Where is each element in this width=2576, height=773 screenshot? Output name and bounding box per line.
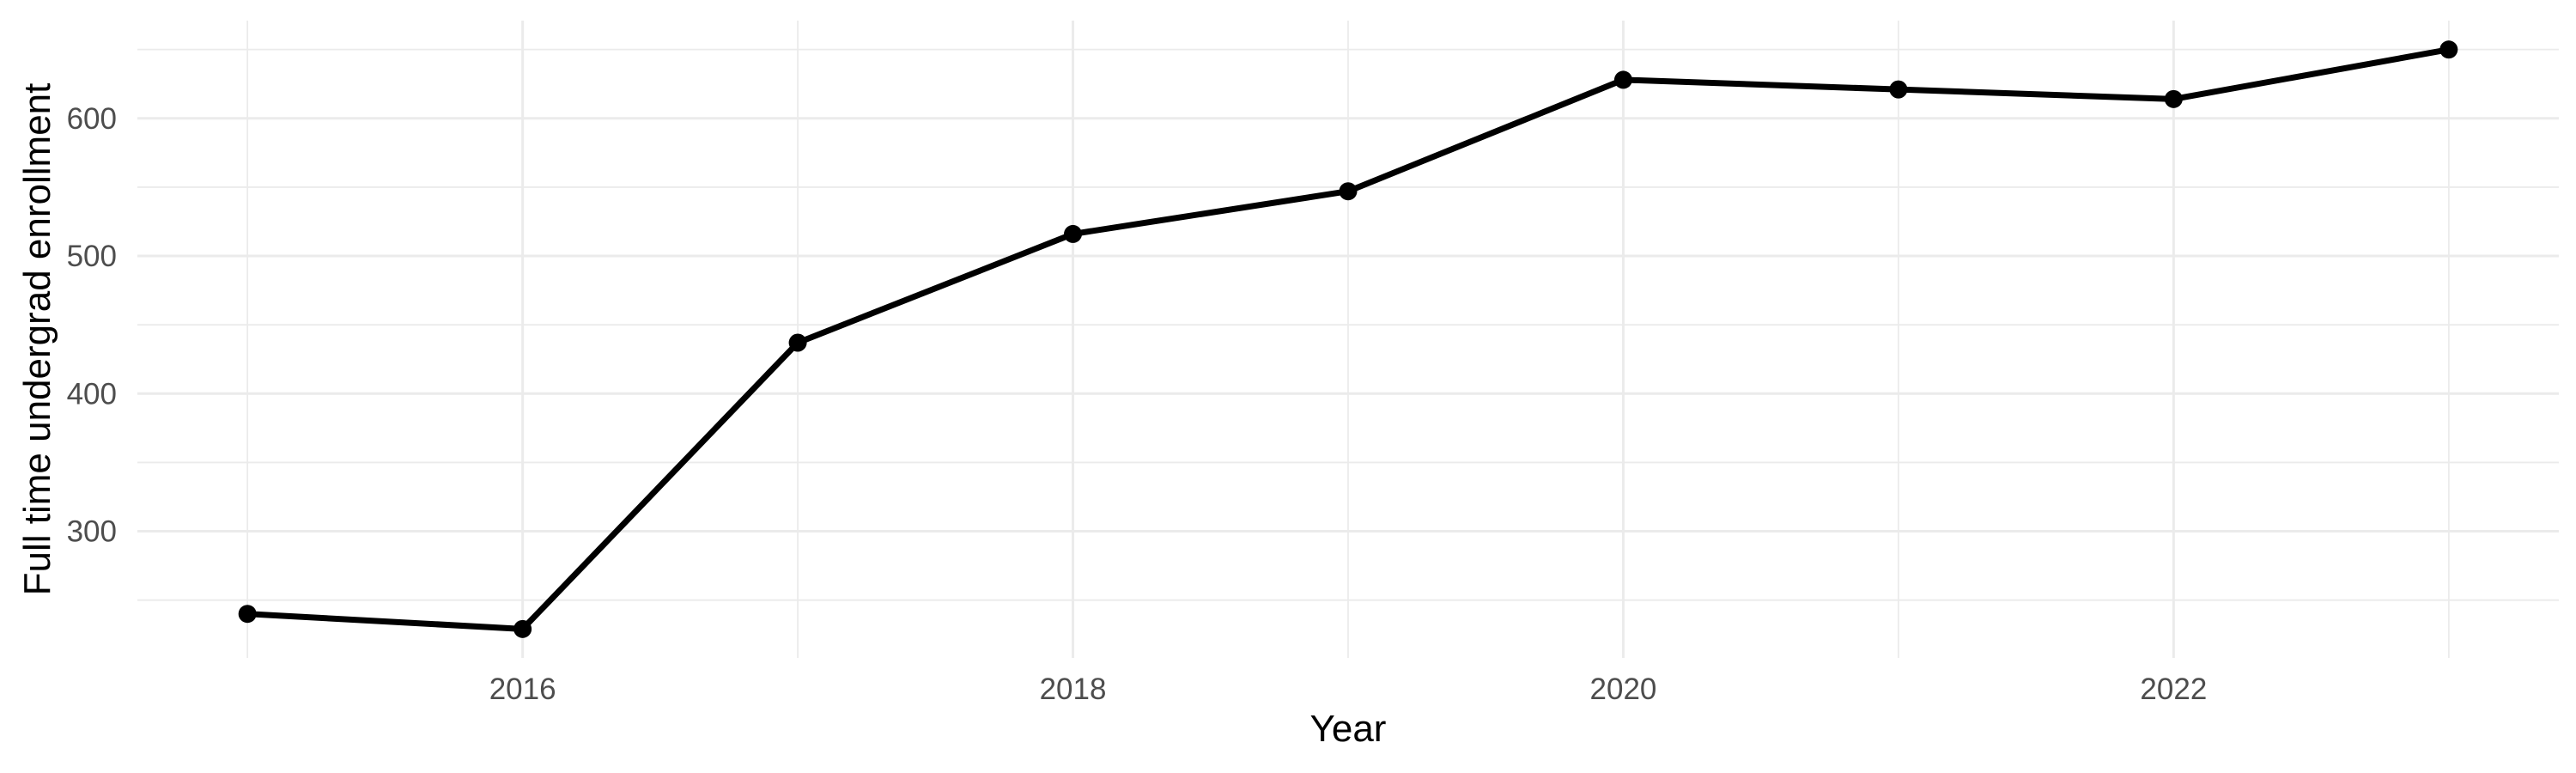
data-point	[2164, 89, 2183, 108]
x-axis-tick-labels: 2016 2018 2020 2022	[489, 673, 2208, 706]
y-axis-tick-labels: 300 400 500 600	[67, 102, 117, 549]
data-series-layer	[238, 40, 2458, 638]
x-tick-label: 2016	[489, 673, 556, 706]
x-axis-title: Year	[1310, 708, 1387, 750]
data-point	[513, 619, 532, 638]
data-point	[1064, 224, 1083, 243]
data-point	[788, 333, 807, 352]
data-point	[2439, 40, 2458, 59]
y-tick-label: 500	[67, 240, 117, 273]
y-axis-title: Full time undergrad enrollment	[16, 83, 58, 596]
x-tick-label: 2018	[1040, 673, 1107, 706]
major-gridlines	[137, 21, 2559, 658]
data-point	[1889, 80, 1908, 99]
data-point	[1613, 70, 1632, 89]
data-point	[1339, 182, 1358, 201]
y-tick-label: 300	[67, 515, 117, 549]
y-tick-label: 400	[67, 377, 117, 411]
x-tick-label: 2022	[2140, 673, 2207, 706]
minor-gridlines	[137, 21, 2559, 658]
x-tick-label: 2020	[1590, 673, 1657, 706]
data-point	[238, 605, 257, 624]
y-tick-label: 600	[67, 102, 117, 136]
